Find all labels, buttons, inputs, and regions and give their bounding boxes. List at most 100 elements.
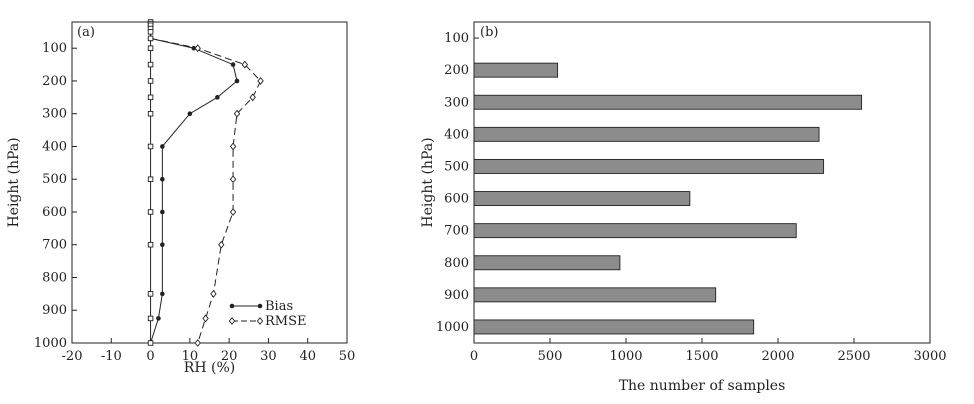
x-tick-label: 1000 <box>609 349 642 364</box>
bar-200 <box>473 62 559 78</box>
data-point <box>160 144 165 149</box>
data-point <box>229 208 237 216</box>
data-point <box>194 44 201 53</box>
panel-b-sample-count-chart: 0 500 1000 1500 2000 2500 3000 100 200 300 400 500 6… <box>420 21 947 394</box>
y-tick-label: 200 <box>444 63 469 78</box>
data-point <box>160 291 165 297</box>
y-tick-label: 300 <box>444 95 469 110</box>
data-point <box>194 339 201 347</box>
x-tick-label: 0 <box>146 349 154 364</box>
bar-900 <box>473 287 717 303</box>
plot-frame <box>71 21 348 344</box>
panel-label: (a) <box>77 25 95 40</box>
data-point <box>147 241 154 248</box>
data-point <box>187 111 193 117</box>
x-tick-label: 10 <box>182 349 199 364</box>
x-tick-label: -20 <box>62 349 83 364</box>
y-tick-label: 400 <box>42 139 67 154</box>
data-point <box>147 110 154 117</box>
data-point <box>191 45 197 51</box>
y-tick-label: 100 <box>444 31 469 46</box>
x-tick-label: 2500 <box>837 349 870 364</box>
data-point <box>160 242 165 248</box>
data-point <box>147 61 154 68</box>
panel-a-profile-chart: -20 -10 0 10 20 30 40 50 100 200 300 400 500 600 700 80… <box>6 19 356 376</box>
y-tick-label: 1000 <box>34 336 67 351</box>
y-tick-label: 800 <box>444 256 469 271</box>
bar-300 <box>473 94 863 110</box>
x-tick-label: 0 <box>470 349 478 364</box>
data-point <box>249 93 256 102</box>
y-tick-label: 800 <box>42 270 67 285</box>
data-point <box>147 78 154 84</box>
y-tick-label: 400 <box>444 127 469 142</box>
y-tick-label: 900 <box>444 288 469 303</box>
bar-800 <box>473 255 621 271</box>
x-tick-label: 500 <box>538 349 563 364</box>
data-point <box>233 109 241 118</box>
data-point <box>229 175 237 184</box>
series-bias <box>148 36 240 346</box>
y-tick-label: 600 <box>42 205 67 220</box>
y-tick-label: 600 <box>444 192 469 207</box>
x-tick-label: -10 <box>101 349 122 364</box>
data-point <box>230 62 236 67</box>
x-tick-label: 50 <box>339 349 356 364</box>
data-point <box>156 316 161 321</box>
data-point <box>147 94 154 101</box>
x-axis-label: RH (%) <box>184 360 235 376</box>
x-tick-label: 2000 <box>761 349 794 364</box>
legend-marker <box>229 303 235 309</box>
data-point <box>147 29 154 35</box>
data-point <box>147 35 154 42</box>
data-point <box>147 291 154 297</box>
x-tick-label: 20 <box>221 349 238 364</box>
panel-label: (b) <box>480 25 498 40</box>
data-point <box>218 240 225 249</box>
bar-1000 <box>473 319 755 335</box>
data-point <box>160 209 165 215</box>
y-tick-label: 1000 <box>436 320 469 335</box>
y-tick-label: 700 <box>444 224 469 239</box>
x-tick-label: 30 <box>260 349 277 364</box>
data-point <box>147 315 154 322</box>
y-tick-label: 100 <box>42 41 67 56</box>
y-tick-label: 500 <box>42 172 67 187</box>
data-point <box>241 60 249 69</box>
x-tick-label: 3000 <box>913 349 946 364</box>
legend-marker <box>256 317 264 325</box>
data-point <box>229 142 237 151</box>
y-axis-label: Height (hPa) <box>6 137 22 227</box>
legend-label-bias: Bias <box>265 299 293 314</box>
y-tick-label: 300 <box>42 107 67 122</box>
y-axis-label: Height (hPa) <box>420 137 436 227</box>
data-point <box>147 209 154 215</box>
y-tick-label: 500 <box>444 159 469 174</box>
series-line <box>150 37 262 344</box>
y-tick-label: 700 <box>42 238 67 253</box>
legend-marker <box>228 317 236 325</box>
bar-500 <box>473 158 825 174</box>
data-point <box>160 176 165 182</box>
data-point <box>210 289 217 298</box>
data-point <box>202 314 209 323</box>
bar-400 <box>473 126 820 142</box>
data-point <box>147 176 154 182</box>
y-tick-label: 200 <box>42 74 67 89</box>
legend-label-rmse: RMSE <box>265 314 307 329</box>
data-point <box>234 78 240 84</box>
y-tick-label: 900 <box>42 303 67 318</box>
data-point <box>147 45 154 51</box>
series-reference <box>147 19 154 346</box>
x-tick-label: 1500 <box>685 349 718 364</box>
legend-marker <box>257 303 263 309</box>
bar-700 <box>473 223 797 239</box>
data-point <box>257 77 264 85</box>
series-line <box>150 37 238 344</box>
x-tick-label: 40 <box>299 349 316 364</box>
data-point <box>147 143 154 150</box>
x-axis-label: The number of samples <box>619 378 786 394</box>
data-point <box>215 95 220 100</box>
